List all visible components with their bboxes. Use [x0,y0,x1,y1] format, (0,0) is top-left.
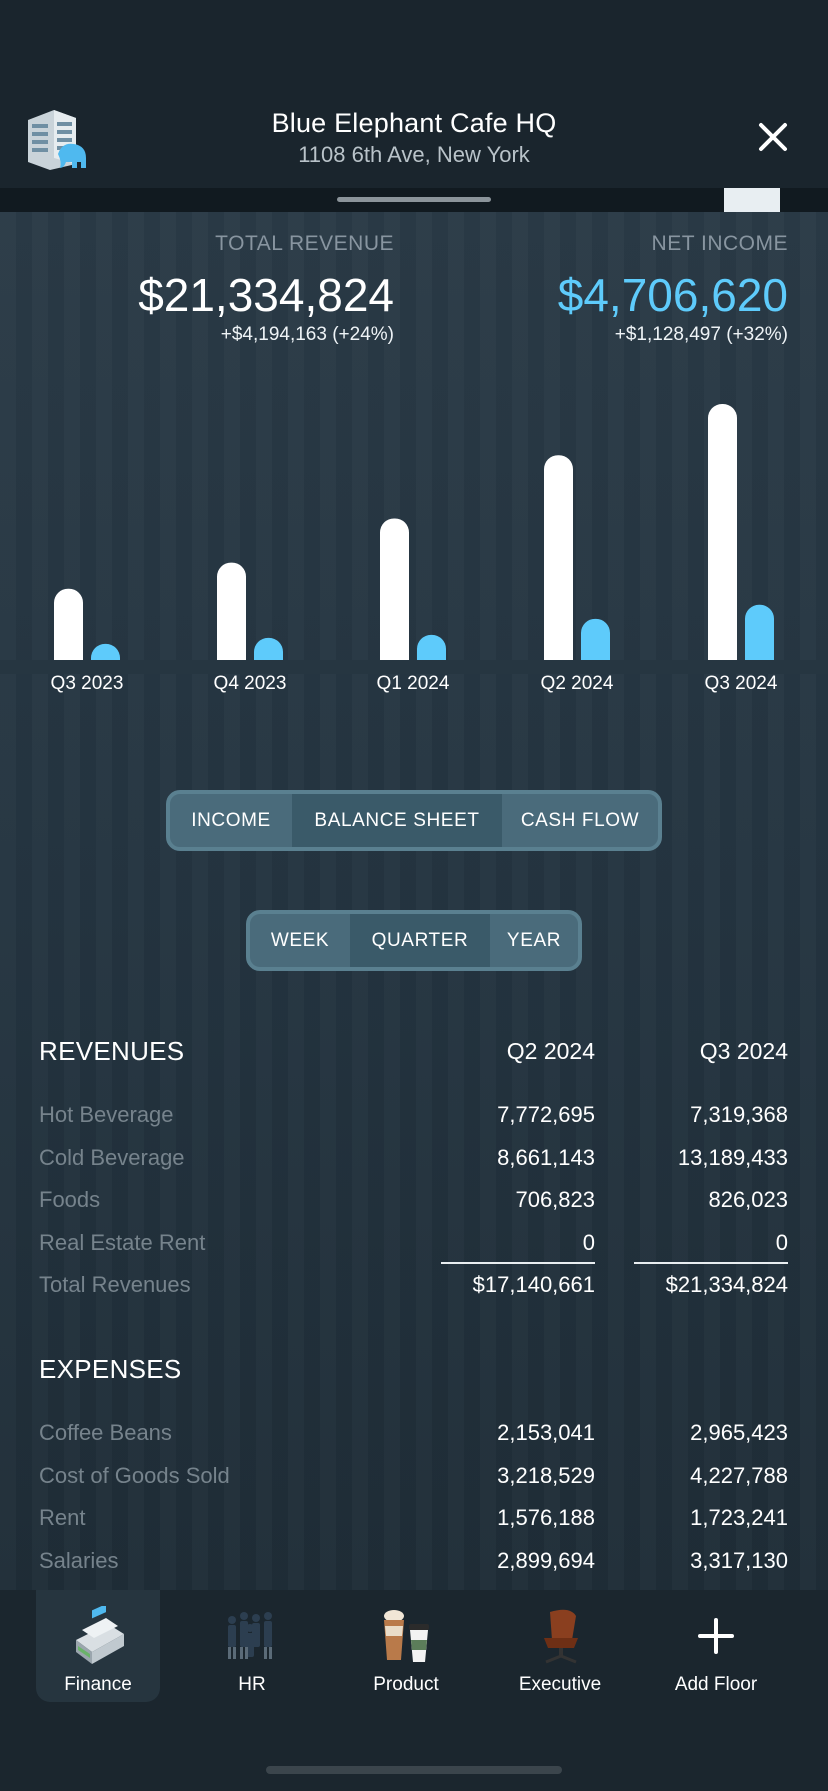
plus-icon [698,1618,734,1654]
revenue-row-q3-foods: 826,023 [708,1187,788,1212]
x-tick-label: Q2 2024 [541,673,614,694]
building-elephant-icon [28,110,86,170]
building-title: Blue Elephant Cafe HQ [271,108,557,138]
tab-hr-label: HR [238,1674,266,1695]
tab-product-label: Product [373,1674,439,1695]
total-rule-q2 [441,1262,595,1264]
tab-product[interactable]: Product [344,1590,468,1702]
revenue-row-q2-cold-beverage: 8,661,143 [497,1144,595,1170]
expense-row-label-cost-of-goods-sold: Cost of Goods Sold [39,1462,230,1488]
bar-revenue-q3-2024 [708,404,737,674]
finance-panel [0,212,828,1590]
x-tick-label: Q3 2024 [705,673,778,694]
expense-row-q2-rent: 1,576,188 [497,1505,595,1530]
revenue-row-label-foods: Foods [39,1187,101,1212]
net-income-change: +$1,128,497 (+32%) [614,324,788,345]
people-icon [228,1612,272,1659]
x-tick-label: Q4 2023 [214,673,287,694]
total-rule-q3 [634,1262,788,1264]
expense-row-q3-rent: 1,723,241 [690,1505,788,1530]
statement-segmented-control: INCOME BALANCE SHEET CASH FLOW [166,790,662,851]
tab-year[interactable]: YEAR [506,929,562,951]
revenue-row-label-cold-beverage: Cold Beverage [39,1144,185,1170]
net-income-label: NET INCOME [651,232,788,255]
chart-baseline-mask [0,660,828,674]
expenses-section-title: EXPENSES [39,1354,182,1384]
expense-row-label-salaries: Salaries [39,1547,119,1573]
tab-executive-label: Executive [518,1674,602,1695]
revenue-row-q3-cold-beverage: 13,189,433 [677,1144,788,1170]
total-revenues-label: Total Revenues [39,1272,191,1297]
total-revenue-value: $21,334,824 [138,269,394,321]
revenues-section-title: REVENUES [39,1036,185,1066]
column-header-q2: Q2 2024 [506,1038,595,1064]
close-icon[interactable] [756,120,790,154]
header: Blue Elephant Cafe HQ 1108 6th Ave, New … [0,0,828,188]
bar-income-q3-2024 [745,604,774,674]
tab-finance-label: Finance [64,1674,132,1695]
bar-revenue-q2-2024 [544,455,573,674]
tab-balance-sheet[interactable]: BALANCE SHEET [292,794,502,847]
expense-row-q2-cost-of-goods-sold: 3,218,529 [497,1462,595,1488]
tab-add-floor[interactable]: Add Floor [654,1590,778,1702]
revenue-row-q3-hot-beverage: 7,319,368 [690,1102,788,1127]
tab-hr[interactable]: HR [190,1590,314,1702]
bar-revenue-q4-2023 [217,562,246,674]
tab-add-floor-label: Add Floor [674,1674,758,1695]
expense-row-label-coffee-beans: Coffee Beans [39,1420,172,1445]
revenue-row-q2-foods: 706,823 [515,1187,595,1212]
column-header-q3: Q3 2024 [699,1038,788,1064]
cash-counter-icon [76,1606,124,1664]
revenue-row-q2-hot-beverage: 7,772,695 [497,1102,595,1127]
total-revenues-q2: $17,140,661 [472,1272,595,1297]
expense-row-q3-cost-of-goods-sold: 4,227,788 [690,1462,788,1488]
x-tick-label: Q3 2023 [51,673,124,694]
total-revenues-q3: $21,334,824 [665,1272,788,1297]
expense-row-label-rent: Rent [39,1505,86,1530]
bar-revenue-q1-2024 [380,518,409,674]
home-indicator [266,1766,562,1774]
revenue-row-q3-real-estate-rent: 0 [775,1229,788,1255]
coffee-cups-icon [384,1610,429,1662]
total-revenue-label: TOTAL REVENUE [215,232,394,255]
revenue-row-label-real-estate-rent: Real Estate Rent [39,1229,206,1255]
net-income-value: $4,706,620 [557,269,788,321]
office-chair-icon [544,1609,578,1664]
tab-executive[interactable]: Executive [498,1590,622,1702]
total-revenue-change: +$4,194,163 (+24%) [220,324,394,345]
tab-quarter[interactable]: QUARTER [350,914,490,967]
bar-revenue-q3-2023 [54,588,83,674]
expense-row-q3-salaries: 3,317,130 [690,1547,788,1573]
drag-handle[interactable] [337,197,491,202]
sheet-edge-tab [724,188,780,212]
x-tick-label: Q1 2024 [377,673,450,694]
tab-week[interactable]: WEEK [270,929,330,951]
tab-cash-flow[interactable]: CASH FLOW [520,809,640,831]
period-segmented-control: WEEK QUARTER YEAR [246,910,582,971]
expense-row-q2-salaries: 2,899,694 [497,1547,595,1573]
tab-income[interactable]: INCOME [191,809,271,831]
tab-finance[interactable]: Finance [36,1590,160,1702]
revenue-income-chart: Q3 2023 Q4 2023 Q1 2024 Q2 2024 Q3 2024 [0,404,828,694]
revenue-row-label-hot-beverage: Hot Beverage [39,1102,174,1127]
building-address: 1108 6th Ave, New York [298,142,530,167]
revenue-row-q2-real-estate-rent: 0 [582,1229,595,1255]
expense-row-q2-coffee-beans: 2,153,041 [497,1420,595,1445]
expense-row-q3-coffee-beans: 2,965,423 [690,1420,788,1445]
